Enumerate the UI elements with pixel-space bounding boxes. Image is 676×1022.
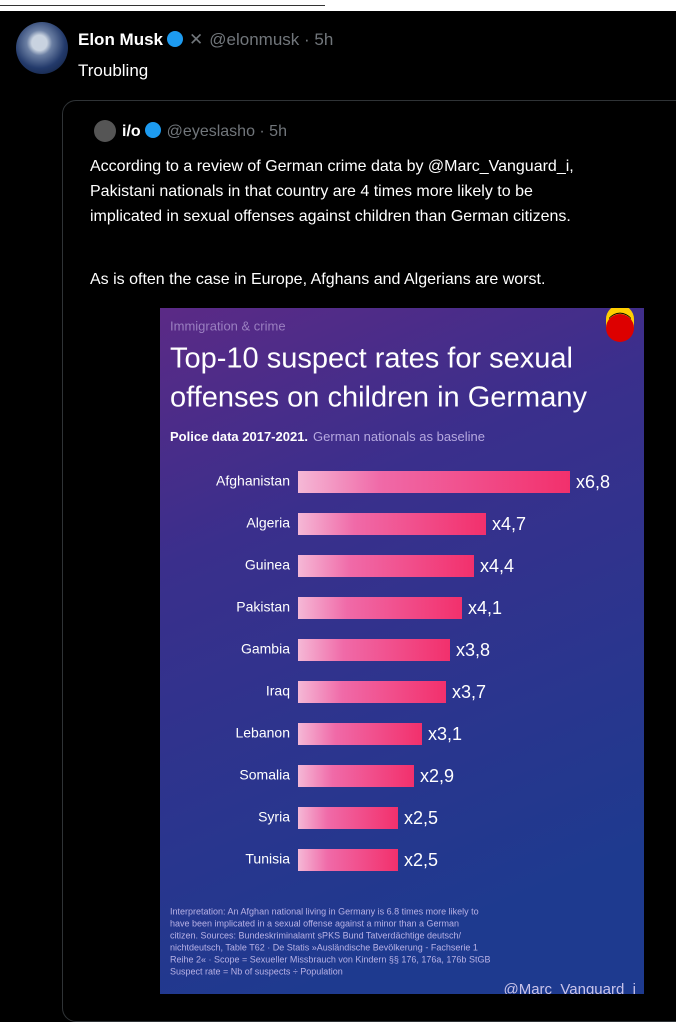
bar: [298, 849, 398, 871]
bar: [298, 555, 474, 577]
quoted-line: implicated in sexual offenses against ch…: [90, 208, 571, 225]
category-label: Tunisia: [245, 851, 290, 867]
bar: [298, 513, 486, 535]
x-icon: ✕: [189, 30, 204, 49]
author-handle[interactable]: @elonmusk · 5h: [209, 30, 334, 49]
divider: [0, 5, 325, 6]
flag: [606, 308, 634, 328]
category-label: Guinea: [245, 557, 290, 573]
quoted-line: Pakistani nationals in that country are …: [90, 183, 533, 200]
quoted-avatar: [94, 120, 116, 142]
value-label: x3,1: [428, 724, 462, 744]
bar: [298, 471, 570, 493]
value-label: x4,1: [468, 598, 502, 618]
value-label: x4,7: [492, 514, 526, 534]
footnote: citizen. Sources: Bundeskriminalamt sPKS…: [170, 930, 461, 940]
category-label: Somalia: [239, 767, 290, 783]
top-strip: [0, 0, 676, 11]
value-label: x3,8: [456, 640, 490, 660]
bar: [298, 681, 446, 703]
value-label: x3,7: [452, 682, 486, 702]
bar: [298, 597, 462, 619]
footnote: nichtdeutsch, Table T62 · De Statis »Aus…: [170, 942, 478, 952]
category-label: Iraq: [266, 683, 290, 699]
verified-badge: [144, 122, 161, 138]
category-label: Algeria: [246, 515, 290, 531]
avatar[interactable]: [16, 22, 68, 74]
category-label: Gambia: [241, 641, 290, 657]
category-label: Afghanistan: [216, 473, 290, 489]
chart-subtitle-bold: Police data 2017-2021.: [170, 429, 308, 444]
chart-title: Top-10 suspect rates for sexual: [170, 343, 573, 375]
author-name[interactable]: Elon Musk: [78, 30, 164, 49]
category-label: Syria: [258, 809, 290, 825]
verified-badge: [167, 31, 184, 47]
svg-text:Police data 2017-2021.German n: Police data 2017-2021. German nationals a…: [170, 429, 485, 444]
value-label: x4,4: [480, 556, 514, 576]
value-label: x2,5: [404, 850, 438, 870]
bar: [298, 807, 398, 829]
bar: [298, 723, 422, 745]
watermark: @Marc_Vanguard_i: [503, 981, 636, 994]
quoted-name: i/o: [122, 123, 141, 140]
footnote: Interpretation: An Afghan national livin…: [170, 906, 479, 916]
quoted-author[interactable]: i/o @eyeslasho · 5h: [122, 122, 287, 141]
chart-title: offenses on children in Germany: [170, 382, 587, 414]
category-label: Pakistan: [236, 599, 290, 615]
chart-subtitle: German nationals as baseline: [313, 429, 485, 444]
footnote: Suspect rate = Nb of suspects ÷ Populati…: [170, 966, 343, 976]
quoted-line: According to a review of German crime da…: [90, 158, 574, 175]
quoted-line: As is often the case in Europe, Afghans …: [90, 271, 546, 288]
author[interactable]: Elon Musk ✕ @elonmusk · 5h: [78, 30, 333, 50]
value-label: x2,9: [420, 766, 454, 786]
flag: [606, 314, 634, 342]
tweet-text: Troubling: [78, 61, 149, 80]
footnote: Reihe 2« · Scope = Sexueller Missbrauch …: [170, 954, 490, 964]
quoted-handle: @eyeslasho · 5h: [166, 123, 287, 140]
bar: [298, 639, 450, 661]
value-label: x2,5: [404, 808, 438, 828]
chart: Immigration & crime Top-10 suspect rates…: [160, 308, 644, 994]
footnote: have been implicated in a sexual offense…: [170, 918, 459, 928]
bar: [298, 765, 414, 787]
category-label: Lebanon: [235, 725, 290, 741]
flag: [609, 312, 631, 319]
chart-kicker: Immigration & crime: [170, 318, 286, 333]
value-label: x6,8: [576, 472, 610, 492]
